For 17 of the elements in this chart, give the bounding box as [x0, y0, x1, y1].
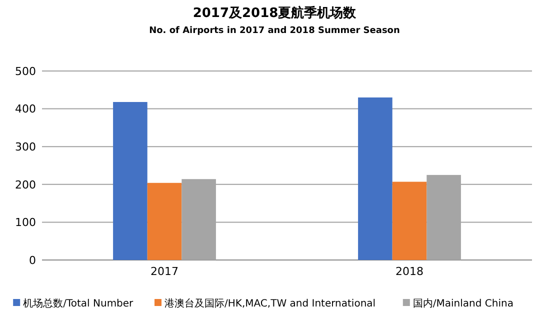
y-tick-label: 0	[29, 254, 36, 267]
y-tick-label: 100	[15, 216, 36, 230]
bar	[147, 182, 182, 260]
legend-label: 国内/Mainland China	[412, 298, 514, 310]
bar	[392, 182, 427, 260]
x-tick-label: 2018	[396, 265, 424, 278]
chart-subtitle: No. of Airports in 2017 and 2018 Summer Season	[149, 26, 400, 36]
bar	[358, 97, 392, 260]
y-tick-label: 300	[15, 140, 36, 154]
y-tick-label: 200	[15, 178, 36, 192]
legend-label: 机场总数/Total Number	[23, 298, 134, 310]
y-tick-label: 500	[15, 64, 36, 78]
legend-label: 港澳台及国际/HK,MAC,TW and International	[164, 298, 376, 310]
x-tick-label: 2017	[150, 265, 178, 278]
chart-title: 2017及2018夏航季机场数	[192, 5, 358, 21]
y-tick-label: 400	[15, 102, 36, 116]
bar	[113, 102, 148, 260]
